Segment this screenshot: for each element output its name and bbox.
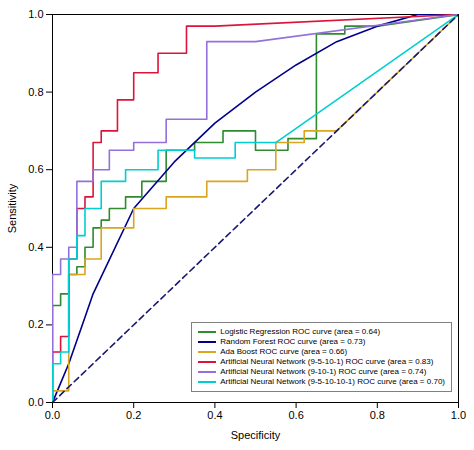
svg-text:0.0: 0.0: [28, 396, 43, 408]
html-text:Ada Boost ROC curve (area = 0.: Ada Boost ROC curve (area = 0.66): [220, 347, 348, 356]
html-text:Artificial Neural Network (9-5: Artificial Neural Network (9-5-10-10-1) …: [220, 377, 445, 386]
svg-text:Specificity: Specificity: [231, 429, 281, 441]
svg-text:Sensitivity: Sensitivity: [6, 183, 18, 233]
html-text:Logistic Regression ROC curve: Logistic Regression ROC curve (area = 0.…: [220, 327, 381, 336]
html-text:Artificial Neural Network (9-5: Artificial Neural Network (9-5-10-1) ROC…: [220, 357, 434, 366]
svg-text:0.0: 0.0: [45, 409, 60, 421]
svg-text:0.2: 0.2: [28, 318, 43, 330]
html-text:Random Forest ROC curve (area: Random Forest ROC curve (area = 0.73): [220, 337, 366, 346]
svg-text:0.6: 0.6: [288, 409, 303, 421]
svg-text:1.0: 1.0: [28, 8, 43, 20]
svg-text:1.0: 1.0: [451, 409, 466, 421]
svg-text:0.8: 0.8: [28, 86, 43, 98]
svg-text:0.4: 0.4: [28, 241, 43, 253]
html-text:Artificial Neural Network (9-1: Artificial Neural Network (9-10-1) ROC c…: [220, 367, 427, 376]
svg-text:0.2: 0.2: [126, 409, 141, 421]
svg-text:0.6: 0.6: [28, 163, 43, 175]
svg-text:0.4: 0.4: [207, 409, 222, 421]
svg-text:0.8: 0.8: [370, 409, 385, 421]
